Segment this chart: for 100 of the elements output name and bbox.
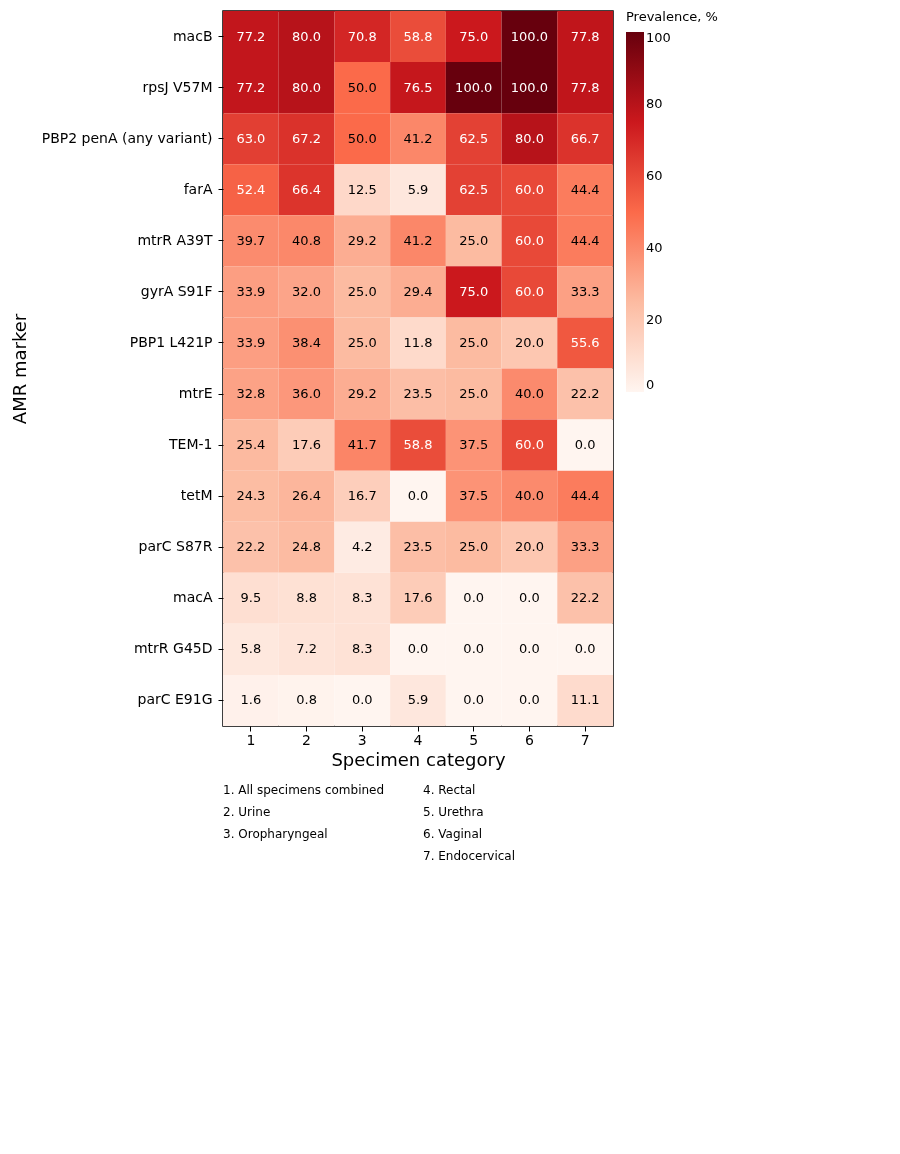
data-label: 38.4 (292, 334, 322, 350)
data-label: 12.5 (347, 181, 377, 197)
data-label: 77.2 (236, 28, 266, 44)
data-label: 17.6 (403, 590, 433, 606)
text: 2. Urine (223, 805, 271, 819)
color-bar-label: 20 (646, 312, 663, 327)
data-label: 33.3 (570, 539, 600, 555)
data-label: 23.5 (403, 386, 433, 402)
y-tick-label: parC S87R (138, 538, 213, 555)
data-label: 77.8 (570, 28, 600, 44)
x-tick-label: 2 (302, 731, 312, 748)
color-bar-label: 40 (646, 240, 663, 255)
data-label: 0.0 (519, 590, 540, 606)
legend-title: Prevalence, % (626, 9, 718, 24)
y-tick-label: parC E91G (137, 691, 213, 708)
data-label: 25.0 (459, 539, 489, 555)
data-label: 23.5 (403, 539, 433, 555)
data-label: 44.4 (570, 181, 600, 197)
data-label: 0.0 (463, 692, 485, 708)
data-label: 41.2 (403, 130, 433, 146)
data-label: 17.6 (292, 437, 322, 453)
data-label: 60.0 (514, 232, 544, 248)
data-label: 0.0 (463, 641, 485, 657)
y-tick-label: macA (173, 589, 213, 606)
data-label: 75.0 (459, 28, 489, 44)
data-label: 25.0 (347, 334, 377, 350)
data-label: 44.4 (570, 488, 600, 504)
data-label: 22.2 (570, 386, 600, 402)
data-label: 0.0 (574, 641, 596, 657)
data-label: 25.4 (236, 437, 266, 453)
y-tick-label: tetM (180, 487, 213, 504)
x-tick-label: 4 (413, 731, 423, 748)
data-label: 50.0 (347, 130, 377, 146)
data-label: 0.0 (519, 692, 540, 708)
color-bar-label: 0 (646, 377, 655, 392)
data-label: 40.0 (514, 386, 544, 402)
data-label: 77.8 (570, 79, 600, 95)
data-label: 40.8 (292, 232, 322, 248)
data-label: 44.4 (570, 232, 600, 248)
y-tick-label: mtrR G45D (133, 640, 213, 657)
text: 3. Oropharyngeal (223, 827, 328, 841)
data-label: 5.8 (240, 641, 262, 657)
color-bar-label: 100 (646, 30, 671, 45)
data-label: 25.0 (459, 334, 489, 350)
data-label: 62.5 (459, 181, 489, 197)
data-label: 37.5 (459, 488, 489, 504)
data-label: 80.0 (292, 79, 322, 95)
x-axis-title: Specimen category (331, 748, 506, 770)
y-tick-label: rpsJ V57M (142, 78, 213, 95)
data-label: 25.0 (347, 283, 377, 299)
x-tick-label: 5 (469, 731, 479, 748)
data-label: 0.0 (519, 641, 540, 657)
data-label: 33.3 (570, 283, 600, 299)
y-tick-label: farA (183, 180, 213, 197)
data-label: 76.5 (403, 79, 433, 95)
data-label: 26.4 (292, 488, 322, 504)
data-label: 0.0 (351, 692, 373, 708)
data-label: 80.0 (514, 130, 544, 146)
data-label: 32.8 (236, 386, 266, 402)
data-label: 60.0 (514, 437, 544, 453)
data-label: 80.0 (292, 28, 322, 44)
data-label: 11.1 (570, 692, 600, 708)
data-label: 0.0 (574, 437, 596, 453)
data-label: 29.4 (403, 283, 433, 299)
data-label: 32.0 (292, 283, 322, 299)
data-label: 100.0 (510, 79, 549, 95)
data-label: 9.5 (240, 590, 262, 606)
data-label: 7.2 (296, 641, 317, 657)
data-label: 41.2 (403, 232, 433, 248)
data-label: 50.0 (347, 79, 377, 95)
y-tick-label: mtrR A39T (137, 231, 213, 248)
text: 1. All specimens combined (223, 783, 385, 797)
x-tick-label: 3 (357, 731, 367, 748)
text: 6. Vaginal (423, 827, 483, 841)
data-label: 60.0 (514, 283, 544, 299)
data-label: 0.0 (463, 590, 485, 606)
data-label: 8.3 (351, 590, 373, 606)
y-tick-label: PBP2 penA (any variant) (41, 129, 213, 146)
data-label: 22.2 (570, 590, 600, 606)
data-label: 36.0 (292, 386, 322, 402)
data-label: 41.7 (347, 437, 377, 453)
data-label: 8.3 (351, 641, 373, 657)
data-label: 25.0 (459, 232, 489, 248)
data-label: 4.2 (351, 539, 373, 555)
data-label: 52.4 (236, 181, 266, 197)
data-label: 0.0 (407, 488, 429, 504)
y-tick-label: TEM-1 (168, 436, 213, 453)
y-tick-label: PBP1 L421P (129, 333, 213, 350)
data-label: 25.0 (459, 386, 489, 402)
data-label: 33.9 (236, 334, 266, 350)
data-label: 20.0 (514, 334, 544, 350)
color-bar-label: 60 (646, 168, 663, 183)
data-label: 58.8 (403, 437, 433, 453)
data-label: 29.2 (347, 386, 377, 402)
data-label: 8.8 (296, 590, 317, 606)
data-label: 22.2 (236, 539, 266, 555)
data-label: 1.6 (240, 692, 262, 708)
data-label: 40.0 (514, 488, 544, 504)
data-label: 77.2 (236, 79, 266, 95)
data-label: 100.0 (510, 28, 549, 44)
